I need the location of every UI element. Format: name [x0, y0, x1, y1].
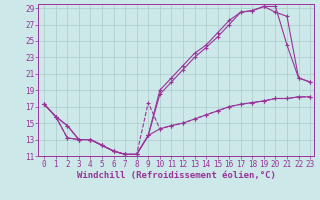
X-axis label: Windchill (Refroidissement éolien,°C): Windchill (Refroidissement éolien,°C) — [76, 171, 276, 180]
